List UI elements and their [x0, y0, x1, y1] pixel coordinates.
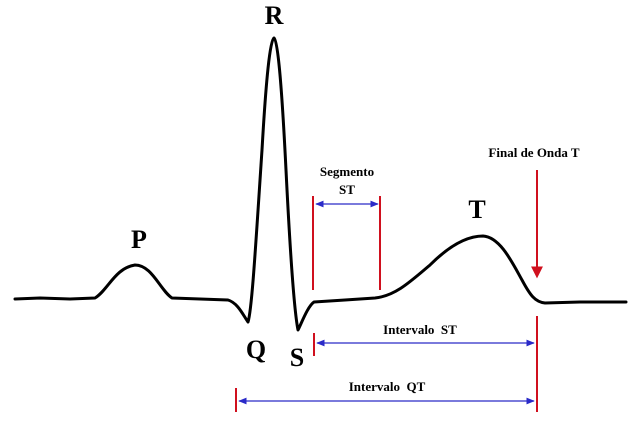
ecg-trace	[13, 36, 628, 332]
interval-st-label: Intervalo ST	[383, 322, 457, 337]
s-wave-label: S	[290, 343, 304, 372]
r-wave-label: R	[265, 1, 284, 30]
segment-st-label-line1: Segmento	[320, 164, 374, 179]
q-wave-label: Q	[246, 335, 266, 364]
interval-qt-label: Intervalo QT	[349, 379, 426, 394]
t-wave-label: T	[468, 195, 485, 224]
end-of-t-wave-label: Final de Onda T	[488, 145, 579, 160]
segment-st-label-line2: ST	[339, 182, 355, 197]
p-wave-label: P	[131, 225, 147, 254]
